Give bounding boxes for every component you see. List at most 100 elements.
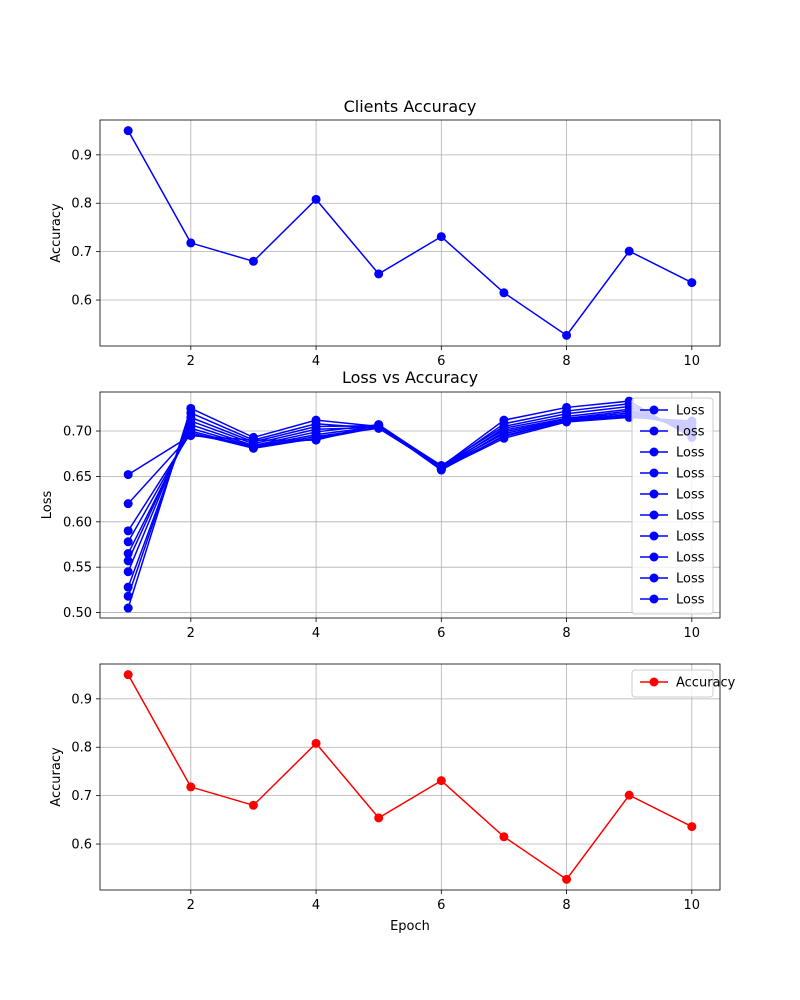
series-line bbox=[127, 412, 692, 554]
data-point bbox=[123, 537, 133, 547]
legend-marker bbox=[649, 468, 659, 478]
legend: Loss Loss Loss Loss Loss Loss Loss Loss Loss Loss bbox=[631, 397, 714, 615]
x-axis-label: Epoch bbox=[390, 919, 430, 934]
series-line bbox=[127, 674, 693, 881]
data-point bbox=[123, 526, 133, 536]
x-tick-label: 10 bbox=[684, 626, 701, 641]
grid bbox=[100, 664, 720, 890]
data-point bbox=[436, 464, 446, 474]
data-point bbox=[374, 420, 384, 430]
legend-marker bbox=[649, 426, 659, 436]
data-point bbox=[311, 738, 321, 748]
x-tick-label: 8 bbox=[562, 626, 570, 641]
series-1 bbox=[123, 396, 697, 613]
legend-entry: Loss bbox=[640, 509, 705, 524]
y-tick-label: 0.9 bbox=[71, 148, 92, 163]
y-tick-label: 0.7 bbox=[71, 789, 92, 804]
series-5 bbox=[123, 406, 697, 566]
legend-box bbox=[631, 669, 714, 698]
series-line bbox=[127, 405, 693, 588]
y-tick-label: 0.50 bbox=[63, 606, 92, 621]
data-point bbox=[123, 470, 133, 480]
x-tick-label: 6 bbox=[437, 898, 445, 913]
x-tick-label: 2 bbox=[187, 354, 195, 369]
data-point bbox=[123, 603, 133, 613]
data-point bbox=[687, 822, 697, 832]
data-point bbox=[123, 549, 133, 559]
data-point bbox=[562, 417, 572, 427]
legend-label: Loss bbox=[676, 530, 705, 545]
series-line bbox=[127, 410, 693, 562]
y-tick-label: 0.70 bbox=[63, 425, 92, 440]
x-tick-label: 4 bbox=[312, 898, 320, 913]
legend-entry: Loss bbox=[640, 488, 705, 503]
data-point bbox=[562, 874, 572, 884]
legend-marker bbox=[649, 447, 659, 457]
y-tick-label: 0.8 bbox=[71, 741, 92, 756]
legend-entry: Loss bbox=[640, 446, 705, 461]
x-tick-label: 6 bbox=[437, 354, 445, 369]
data-point bbox=[311, 194, 321, 204]
data-point bbox=[624, 790, 634, 800]
legend-label: Loss bbox=[676, 488, 705, 503]
legend-entry: Loss bbox=[640, 467, 705, 482]
legend-marker bbox=[649, 531, 659, 541]
axes-frame bbox=[99, 391, 721, 619]
x-tick-label: 2 bbox=[187, 898, 195, 913]
legend-entry: Loss bbox=[640, 530, 705, 545]
x-tick-label: 10 bbox=[684, 898, 701, 913]
data-point bbox=[123, 567, 133, 577]
legend-marker bbox=[649, 573, 659, 583]
data-point bbox=[624, 246, 634, 256]
x-tick-label: 4 bbox=[312, 354, 320, 369]
legend-label: Loss bbox=[676, 572, 705, 587]
series-1 bbox=[123, 670, 697, 884]
y-tick-label: 0.9 bbox=[71, 692, 92, 707]
data-point bbox=[436, 232, 446, 242]
y-tick-label: 0.7 bbox=[71, 245, 92, 260]
series-8 bbox=[123, 411, 697, 536]
x-tick-label: 10 bbox=[684, 354, 701, 369]
data-point bbox=[248, 256, 258, 266]
legend-label: Loss bbox=[676, 404, 705, 419]
y-tick-label: 0.6 bbox=[71, 294, 92, 309]
data-point bbox=[624, 412, 634, 422]
chart-title: Loss vs Accuracy bbox=[342, 368, 478, 387]
series-1 bbox=[123, 126, 697, 340]
series-9 bbox=[123, 412, 697, 509]
data-point bbox=[123, 670, 133, 680]
x-tick-label: 8 bbox=[562, 898, 570, 913]
legend-label: Accuracy bbox=[676, 676, 736, 691]
legend-entry: Loss bbox=[640, 551, 705, 566]
axes-frame bbox=[99, 663, 721, 891]
data-point bbox=[248, 435, 258, 445]
legend-marker bbox=[649, 510, 659, 520]
y-axis-label: Accuracy bbox=[49, 747, 64, 807]
grid bbox=[100, 120, 720, 346]
axes-frame bbox=[99, 119, 721, 347]
data-point bbox=[499, 433, 509, 443]
series-line bbox=[127, 416, 692, 476]
data-point bbox=[186, 782, 196, 792]
series-line bbox=[127, 414, 692, 532]
y-tick-label: 0.6 bbox=[71, 838, 92, 853]
chart-title: Clients Accuracy bbox=[344, 97, 477, 116]
legend-entry: Loss bbox=[640, 593, 705, 608]
data-point bbox=[123, 126, 133, 136]
legend-marker bbox=[649, 552, 659, 562]
series-2 bbox=[123, 399, 697, 601]
legend-label: Loss bbox=[676, 509, 705, 524]
data-point bbox=[248, 800, 258, 810]
data-point bbox=[499, 288, 509, 298]
data-point bbox=[123, 582, 133, 592]
legend-entry: Accuracy bbox=[640, 676, 736, 691]
data-point bbox=[123, 591, 133, 601]
x-tick-label: 2 bbox=[187, 626, 195, 641]
legend-entry: Loss bbox=[640, 572, 705, 587]
data-point bbox=[687, 278, 697, 288]
series-line bbox=[127, 408, 693, 572]
chart-panel-1: 2 4 6 8 10 0.6 0.7 0.8 0.9 Clients Accuracy Accura… bbox=[49, 97, 721, 369]
x-tick-label: 4 bbox=[312, 626, 320, 641]
series-line bbox=[127, 413, 692, 543]
